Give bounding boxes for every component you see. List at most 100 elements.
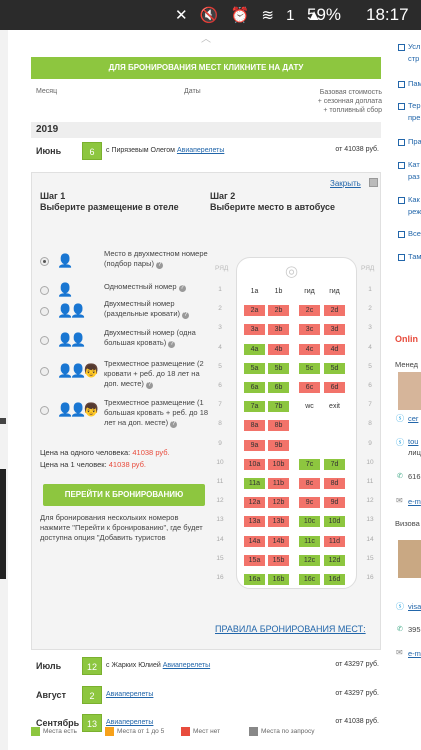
manager-label: Менед bbox=[395, 360, 419, 369]
seat-12c[interactable]: 12c bbox=[299, 554, 320, 566]
seat-3a: 3a bbox=[244, 324, 265, 336]
price-per-person: Цена на одного человека: 41038 руб. bbox=[40, 448, 170, 457]
date-badge[interactable]: 6 bbox=[82, 142, 102, 160]
room-option-4[interactable]: 👤👤 Двухместный номер (одна большая крова… bbox=[40, 328, 210, 356]
email-link[interactable]: e-m bbox=[408, 649, 421, 658]
row-number: 15 bbox=[216, 554, 224, 562]
seat-6d: 6d bbox=[324, 382, 345, 393]
booking-rules-link[interactable]: ПРАВИЛА БРОНИРОВАНИЯ МЕСТ: bbox=[215, 624, 366, 634]
seat-6b[interactable]: 6b bbox=[268, 382, 289, 393]
sidebar-link[interactable]: Все bbox=[408, 229, 421, 238]
row-number: 8 bbox=[368, 420, 372, 428]
room-option-5[interactable]: 👤👤👦 Трехместное размещение (2 кровати + … bbox=[40, 359, 210, 395]
go-to-booking-button[interactable]: ПЕРЕЙТИ К БРОНИРОВАНИЮ bbox=[43, 484, 205, 506]
radio-button[interactable] bbox=[40, 406, 49, 415]
close-link[interactable]: Закрыть bbox=[330, 179, 361, 188]
link-icon bbox=[398, 103, 405, 110]
row-number: 9 bbox=[218, 439, 222, 447]
flights-link[interactable]: Авиаперелеты bbox=[106, 719, 154, 726]
tour-row-august[interactable]: Август 2 Авиаперелеты от 43297 руб. bbox=[31, 686, 381, 706]
radio-button[interactable] bbox=[40, 336, 49, 345]
status-icons: ✕ 🔇 ⏰ ≋ 1 ▲ bbox=[175, 7, 326, 24]
row-number: 1 bbox=[368, 286, 372, 293]
sidebar-link[interactable]: Кат bbox=[408, 160, 420, 169]
row-number: 1 bbox=[218, 286, 222, 293]
sidebar-link[interactable]: стр bbox=[408, 54, 420, 63]
seat-11a[interactable]: 11a bbox=[244, 478, 265, 489]
radio-button[interactable] bbox=[40, 286, 49, 295]
radio-button[interactable] bbox=[40, 257, 49, 266]
month-label: Июнь bbox=[36, 146, 62, 156]
flights-link[interactable]: Авиаперелеты bbox=[162, 662, 211, 669]
room-option-1[interactable]: 👤 Место в двухместном номере (подбор пар… bbox=[40, 249, 210, 277]
seat-12d[interactable]: 12d bbox=[324, 554, 345, 566]
room-option-label: Одноместный номер ? bbox=[104, 282, 186, 292]
seat-label: exit bbox=[329, 403, 340, 411]
sidebar-link[interactable]: пре bbox=[408, 113, 421, 122]
radio-button[interactable] bbox=[40, 367, 49, 376]
tour-desc: с Пирязевым Олегом Авиаперелеты bbox=[106, 147, 225, 154]
tour-row-july[interactable]: Июль 12 с Жарких Юлией Авиаперелеты от 4… bbox=[31, 657, 381, 677]
seat-7d[interactable]: 7d bbox=[324, 458, 345, 470]
col-header-dates: Даты bbox=[184, 88, 201, 95]
close-icon[interactable] bbox=[369, 178, 378, 187]
left-edge bbox=[0, 30, 8, 750]
seat-5b[interactable]: 5b bbox=[268, 362, 289, 374]
seat-5d[interactable]: 5d bbox=[324, 362, 345, 374]
seat-5a[interactable]: 5a bbox=[244, 362, 265, 374]
seat-7b[interactable]: 7b bbox=[268, 401, 289, 413]
seat-10d[interactable]: 10d bbox=[324, 516, 345, 528]
email-link[interactable]: e-m bbox=[408, 497, 421, 506]
sidebar-link[interactable]: Усл bbox=[408, 42, 421, 51]
seat-16d[interactable]: 16d bbox=[324, 574, 345, 585]
booking-banner[interactable]: ДЛЯ БРОНИРОВАНИЯ МЕСТ КЛИКНИТЕ НА ДАТУ bbox=[31, 57, 381, 79]
flights-link[interactable]: Авиаперелеты bbox=[176, 147, 225, 154]
sidebar-link[interactable]: Тер bbox=[408, 101, 421, 110]
room-option-6[interactable]: 👤👤👦 Трехместное размещение (1 большая кр… bbox=[40, 398, 210, 434]
help-icon: ? bbox=[182, 312, 190, 319]
date-badge[interactable]: 13 bbox=[82, 714, 102, 732]
seat-11c[interactable]: 11c bbox=[299, 535, 320, 547]
tour-row-june[interactable]: Июнь 6 с Пирязевым Олегом Авиаперелеты о… bbox=[31, 142, 381, 162]
sidebar-link[interactable]: Пам bbox=[408, 79, 421, 88]
sidebar-link[interactable]: раз bbox=[408, 172, 420, 181]
skype-sublabel: лиц bbox=[408, 448, 421, 457]
step1-header: Шаг 1 Выберите размещение в отеле bbox=[40, 191, 179, 212]
room-option-2[interactable]: 👤 Одноместный номер ? bbox=[40, 278, 210, 306]
seat-16a[interactable]: 16a bbox=[244, 574, 265, 585]
booking-note: Для бронирования нескольких номеров нажм… bbox=[40, 513, 203, 542]
date-badge[interactable]: 2 bbox=[82, 686, 102, 704]
flights-link[interactable]: Авиаперелеты bbox=[106, 691, 154, 698]
row-number: 4 bbox=[368, 343, 372, 351]
seat-12a: 12a bbox=[244, 497, 265, 509]
seat-8c: 8c bbox=[299, 478, 320, 489]
skype-link[interactable]: tou bbox=[408, 437, 419, 446]
seat-label: гид bbox=[329, 288, 340, 295]
seat-16b[interactable]: 16b bbox=[268, 574, 289, 585]
room-option-3[interactable]: 👤👤 Двухместный номер (раздельные кровати… bbox=[40, 299, 210, 327]
sidebar-link[interactable]: Там bbox=[408, 252, 421, 261]
row-number: 14 bbox=[366, 535, 374, 543]
seat-7a[interactable]: 7a bbox=[244, 401, 265, 413]
seat-10c[interactable]: 10c bbox=[299, 516, 320, 528]
collapse-arrow-icon[interactable]: ︿ bbox=[201, 34, 211, 45]
sidebar-link[interactable]: реж bbox=[408, 207, 421, 216]
seat-16c[interactable]: 16c bbox=[299, 574, 320, 585]
tour-row-september[interactable]: Сентябрь 13 Авиаперелеты от 41038 руб. bbox=[31, 714, 381, 734]
skype-link[interactable]: сеr bbox=[408, 414, 419, 423]
sidebar-link[interactable]: Как bbox=[408, 195, 420, 204]
seat-4a[interactable]: 4a bbox=[244, 343, 265, 355]
skype-link[interactable]: visa bbox=[408, 602, 421, 611]
sidebar-link[interactable]: Пра bbox=[408, 137, 421, 146]
seat-6a[interactable]: 6a bbox=[244, 382, 265, 393]
seat-7c[interactable]: 7c bbox=[299, 458, 320, 470]
price-per-one: Цена на 1 человек: 41038 руб. bbox=[40, 460, 147, 469]
row-number: 15 bbox=[366, 554, 374, 562]
seat-5c[interactable]: 5c bbox=[299, 362, 320, 374]
date-badge[interactable]: 12 bbox=[82, 657, 102, 675]
room-option-label: Двухместный номер (одна большая кровать)… bbox=[104, 328, 196, 348]
radio-button[interactable] bbox=[40, 307, 49, 316]
tour-price: от 43297 руб. bbox=[335, 690, 379, 697]
row-label-right: РЯД bbox=[361, 265, 375, 272]
row-number: 3 bbox=[218, 324, 222, 332]
